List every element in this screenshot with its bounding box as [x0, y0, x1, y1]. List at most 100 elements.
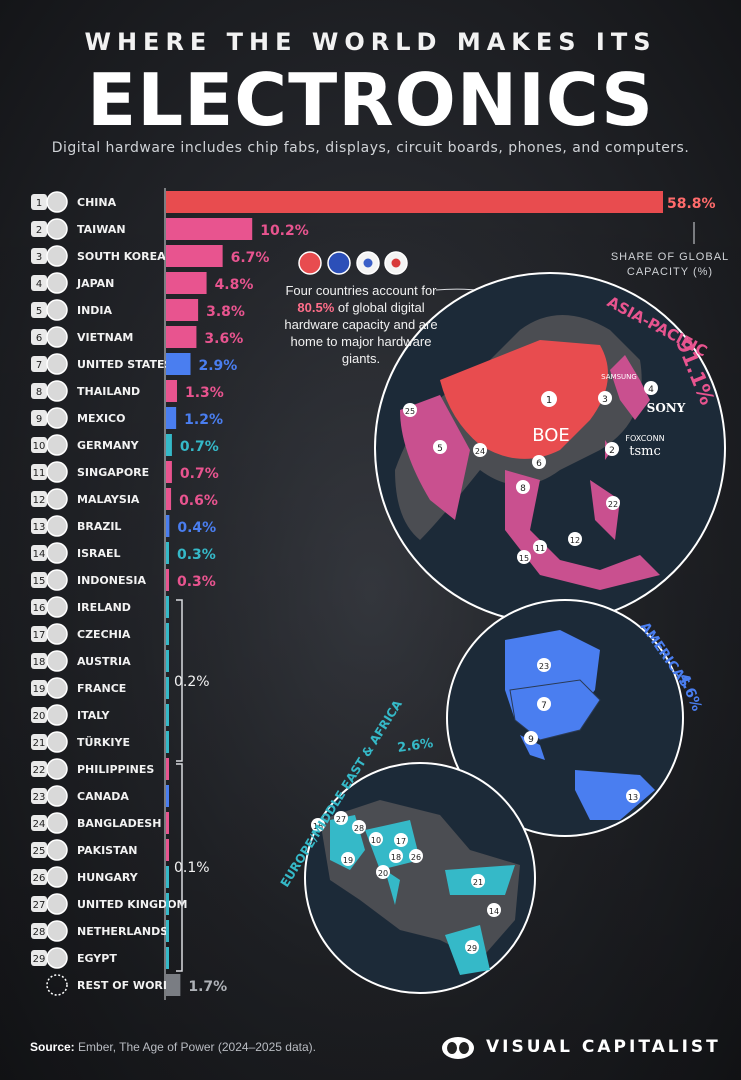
category-label: THAILAND: [77, 385, 140, 398]
flag-icon: [46, 785, 68, 807]
svg-text:12: 12: [570, 536, 580, 545]
category-label: BRAZIL: [77, 520, 121, 533]
svg-text:15: 15: [519, 554, 529, 563]
svg-text:8: 8: [520, 484, 526, 494]
svg-text:13: 13: [628, 793, 638, 802]
bar: [166, 893, 169, 915]
bar: [166, 272, 207, 294]
value-label: 1.7%: [188, 979, 227, 995]
svg-text:1: 1: [546, 395, 552, 406]
rank-label: 3: [36, 252, 42, 263]
rank-badge: [31, 680, 47, 696]
flag-icon: [46, 623, 68, 645]
value-label: 1.2%: [184, 412, 223, 428]
flag-icon: [46, 191, 68, 213]
category-label: NETHERLANDS: [77, 925, 168, 938]
category-label: VIETNAM: [77, 331, 133, 344]
bar: [166, 785, 169, 807]
category-label: SINGAPORE: [77, 466, 149, 479]
svg-text:2: 2: [609, 446, 615, 456]
bar: [166, 569, 169, 591]
value-label: 3.8%: [206, 304, 245, 320]
region-emea-value: 2.6%: [396, 736, 434, 756]
brand-logo: VISUAL CAPITALIST: [440, 1034, 721, 1060]
flag-icon: [46, 596, 68, 618]
value-label: 0.7%: [180, 439, 219, 455]
rank-badge: [31, 437, 47, 453]
rank-badge: [31, 950, 47, 966]
flag-icon: [46, 434, 68, 456]
bar: [166, 542, 169, 564]
rank-label: 6: [36, 333, 42, 344]
flag-icon: [46, 704, 68, 726]
bar: [166, 596, 169, 618]
rank-badge: [31, 734, 47, 750]
flag-icon: [46, 515, 68, 537]
svg-text:27: 27: [336, 815, 346, 824]
category-label: IRELAND: [77, 601, 131, 614]
rank-badge: [31, 410, 47, 426]
rank-label: 14: [33, 549, 46, 560]
rank-label: 23: [33, 792, 46, 803]
rank-label: 24: [33, 819, 46, 830]
svg-text:25: 25: [405, 407, 415, 416]
bar: [166, 218, 253, 240]
svg-text:26: 26: [411, 853, 421, 862]
category-label: REST OF WORLD: [77, 979, 179, 992]
bar: [166, 380, 177, 402]
svg-text:4: 4: [648, 385, 654, 395]
bar: [166, 191, 663, 213]
svg-text:24: 24: [475, 447, 485, 456]
bar: [166, 731, 169, 753]
value-label: 0.4%: [177, 520, 216, 536]
bar: [166, 650, 169, 672]
flag-icon: [46, 920, 68, 942]
rank-badge: [31, 383, 47, 399]
value-label: 10.2%: [260, 223, 309, 239]
svg-text:28: 28: [354, 824, 364, 833]
flag-icon: [46, 353, 68, 375]
category-label: FRANCE: [77, 682, 126, 695]
rank-badge: [31, 788, 47, 804]
category-label: ITALY: [77, 709, 111, 722]
rank-label: 27: [33, 900, 46, 911]
value-label: 6.7%: [231, 250, 270, 266]
bar: [166, 326, 197, 348]
flag-icon: [46, 299, 68, 321]
rank-label: 1: [36, 198, 42, 209]
rank-badge: [31, 761, 47, 777]
svg-text:5: 5: [437, 444, 443, 454]
chart-title: ELECTRONICS: [87, 58, 654, 142]
bar: [166, 434, 172, 456]
bar: [166, 839, 169, 861]
bracket-0-1: [176, 763, 183, 972]
svg-text:14: 14: [489, 907, 499, 916]
svg-text:23: 23: [539, 662, 549, 671]
category-label: CZECHIA: [77, 628, 131, 641]
chart-kicker: WHERE THE WORLD MAKES ITS: [84, 28, 657, 56]
flag-icon: [46, 974, 68, 996]
category-label: TAIWAN: [77, 223, 126, 236]
svg-text:17: 17: [396, 837, 406, 846]
brand-sony: SONY: [647, 401, 686, 415]
svg-text:7: 7: [541, 701, 547, 711]
rank-label: 20: [33, 711, 46, 722]
category-label: UNITED STATES: [77, 358, 172, 371]
value-label: 58.8%: [667, 196, 716, 212]
rank-badge: [31, 491, 47, 507]
flag-icon: [46, 272, 68, 294]
flag-icon: [46, 947, 68, 969]
visual-capitalist-icon: [442, 1037, 474, 1059]
bar: [166, 677, 169, 699]
category-label: ISRAEL: [77, 547, 121, 560]
rank-label: 10: [33, 441, 46, 452]
rank-label: 13: [33, 522, 46, 533]
category-label: BANGLADESH: [77, 817, 161, 830]
flag-icon: [46, 407, 68, 429]
rank-badge: [31, 653, 47, 669]
bar: [166, 488, 172, 510]
category-label: PHILIPPINES: [77, 763, 154, 776]
rank-label: 21: [33, 738, 46, 749]
bar: [166, 407, 177, 429]
